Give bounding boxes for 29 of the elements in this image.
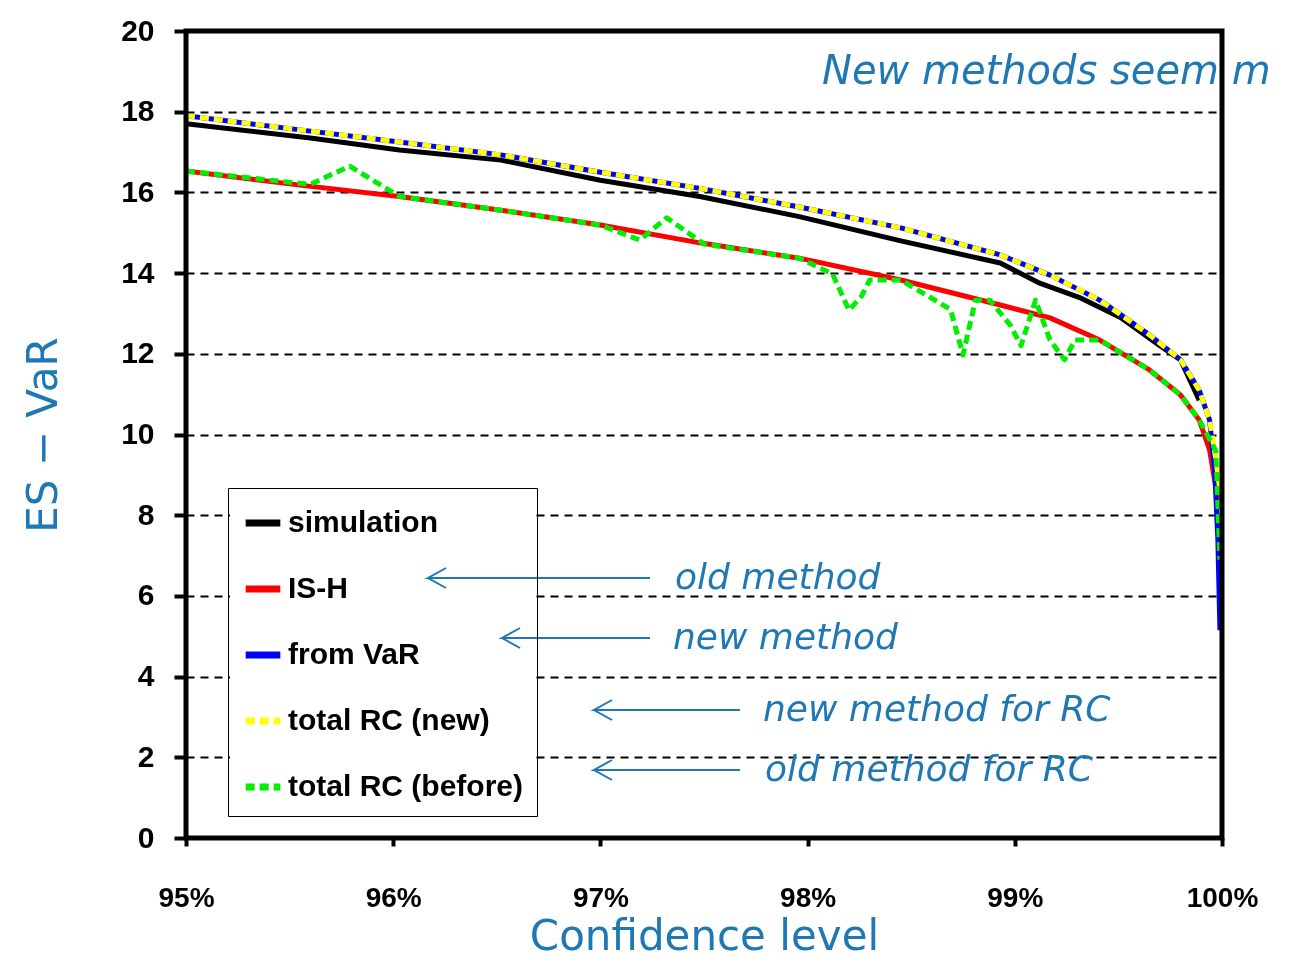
y-tick-label: 10 xyxy=(121,417,155,450)
x-tick-label: 95% xyxy=(158,881,215,913)
annotation: old method xyxy=(675,556,882,597)
x-tick-label: 98% xyxy=(780,881,837,913)
y-tick-label: 8 xyxy=(137,497,155,531)
x-tick-label: 97% xyxy=(572,881,630,913)
legend-label: total RC (before) xyxy=(288,769,523,802)
y-tick-label: 4 xyxy=(137,659,155,693)
y-tick-label: 16 xyxy=(121,174,155,208)
y-tick-label: 14 xyxy=(121,255,155,289)
annotation: old method for RC xyxy=(765,748,1094,789)
legend-label: total RC (new) xyxy=(288,703,490,736)
y-axis-title: ES − VaR xyxy=(18,337,68,533)
legend-label: from VaR xyxy=(288,637,421,670)
y-tick-label: 2 xyxy=(137,739,155,773)
x-axis-title: Confidence level xyxy=(529,910,880,960)
y-tick-label: 12 xyxy=(121,336,155,370)
annotation: New methods seem m xyxy=(822,47,1271,93)
annotation: new method for RC xyxy=(763,688,1112,729)
y-tick-label: 6 xyxy=(137,578,155,612)
x-tick-label: 96% xyxy=(365,881,422,913)
annotation: new method xyxy=(673,616,900,657)
x-tick-label: 99% xyxy=(987,881,1044,913)
y-tick-label: 18 xyxy=(121,94,155,128)
legend-label: simulation xyxy=(288,505,439,538)
legend-label: IS-H xyxy=(288,571,348,604)
y-tick-label: 20 xyxy=(121,13,155,47)
x-tick-label: 100% xyxy=(1186,881,1259,913)
y-tick-label: 0 xyxy=(137,820,155,854)
